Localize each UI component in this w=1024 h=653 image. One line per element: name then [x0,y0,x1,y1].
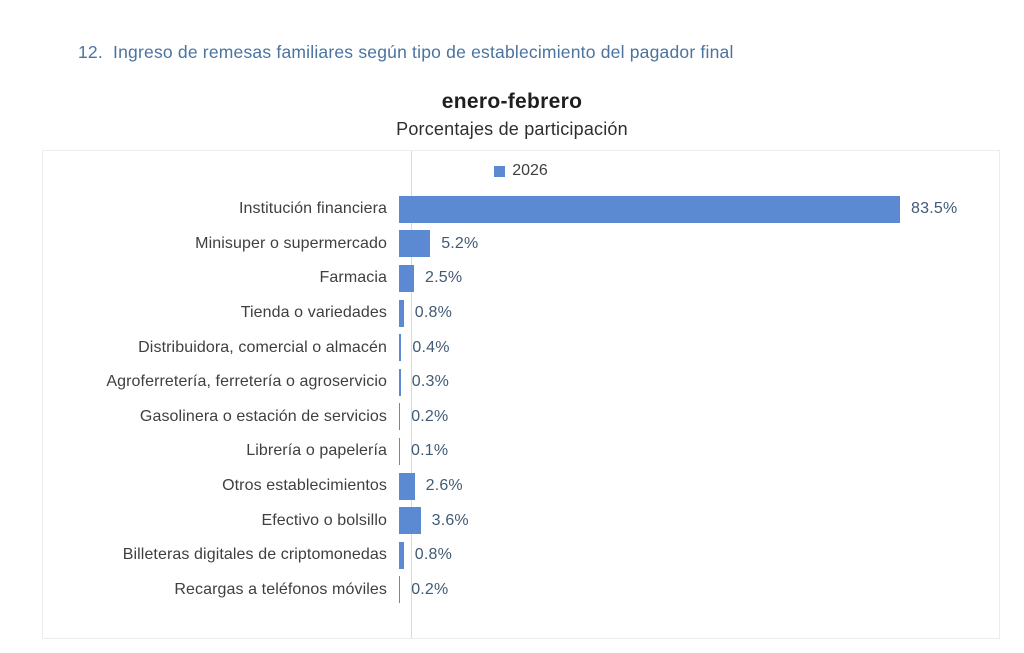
chart-legend: 2026 [43,162,999,180]
category-label: Otros establecimientos [222,477,387,495]
chart-area: 2026 Institución financiera 83.5% Minisu… [42,150,1000,639]
bar [399,507,421,535]
bar [399,472,415,500]
bar-track: 0.8% [399,296,999,331]
chart-bar-row: Agroferretería, ferretería o agroservici… [43,365,999,400]
bar-track: 2.5% [399,261,999,296]
bar [399,299,404,327]
chart-bar-row: Billeteras digitales de criptomonedas 0.… [43,538,999,573]
category-label: Farmacia [319,269,387,287]
value-label: 5.2% [441,234,479,252]
bar-track: 0.3% [399,365,999,400]
legend-swatch-icon [494,165,506,177]
category-label: Agroferretería, ferretería o agroservici… [106,373,387,391]
chart-rows: Institución financiera 83.5% Minisuper o… [43,192,999,607]
category-label: Tienda o variedades [240,304,387,322]
chart-title: enero-febrero [441,90,583,113]
bar [399,334,402,362]
value-label: 0.3% [411,373,450,391]
chart-bar-row: Otros establecimientos 2.6% [43,469,999,504]
value-label: 0.8% [414,546,453,564]
category-label: Efectivo o bolsillo [261,511,387,529]
chart-bar-row: Tienda o variedades 0.8% [43,296,999,331]
category-axis-line [411,151,412,638]
chart-bar-row: Gasolinera o estación de servicios 0.2% [43,400,999,435]
chart-bar-row: Farmacia 2.5% [43,261,999,296]
category-label: Minisuper o supermercado [195,234,387,252]
value-label: 2.5% [425,269,463,287]
category-label: Recargas a teléfonos móviles [174,580,387,598]
value-label: 3.6% [431,511,469,529]
bar-track: 5.2% [399,227,999,262]
bar [399,576,401,604]
bar [399,368,401,396]
value-label: 2.6% [425,477,463,495]
chart-bar-row: Efectivo o bolsillo 3.6% [43,503,999,538]
bar-track: 83.5% [399,192,999,227]
chart-subtitle: Porcentajes de participación [396,119,628,139]
category-label: Institución financiera [238,200,387,218]
chart-bar-row: Institución financiera 83.5% [43,192,999,227]
value-label: 0.1% [411,442,449,460]
bar [399,541,404,569]
category-label: Gasolinera o estación de servicios [139,407,387,425]
bar [399,403,401,431]
bar-track: 0.4% [399,330,999,365]
bar-track: 0.2% [399,573,999,608]
category-label: Billeteras digitales de criptomonedas [122,546,387,564]
bar-track: 0.8% [399,538,999,573]
chart-bar-row: Minisuper o supermercado 5.2% [43,227,999,262]
bar-track: 2.6% [399,469,999,504]
chart-bar-row: Librería o papelería 0.1% [43,434,999,469]
bar-track: 0.2% [399,400,999,435]
bar [399,195,900,223]
bar-track: 3.6% [399,503,999,538]
value-label: 83.5% [911,200,958,218]
chart-bar-row: Recargas a teléfonos móviles 0.2% [43,573,999,608]
page-title: 12. Ingreso de remesas familiares según … [78,42,734,62]
value-label: 0.2% [411,407,449,425]
bar-track: 0.1% [399,434,999,469]
value-label: 0.8% [414,304,453,322]
category-label: Librería o papelería [246,442,387,460]
bar [399,264,414,292]
chart-bar-row: Distribuidora, comercial o almacén 0.4% [43,330,999,365]
value-label: 0.2% [411,580,449,598]
legend-label: 2026 [512,162,548,179]
bar [399,437,400,465]
value-label: 0.4% [412,338,450,356]
category-label: Distribuidora, comercial o almacén [138,338,387,356]
bar [399,230,431,258]
